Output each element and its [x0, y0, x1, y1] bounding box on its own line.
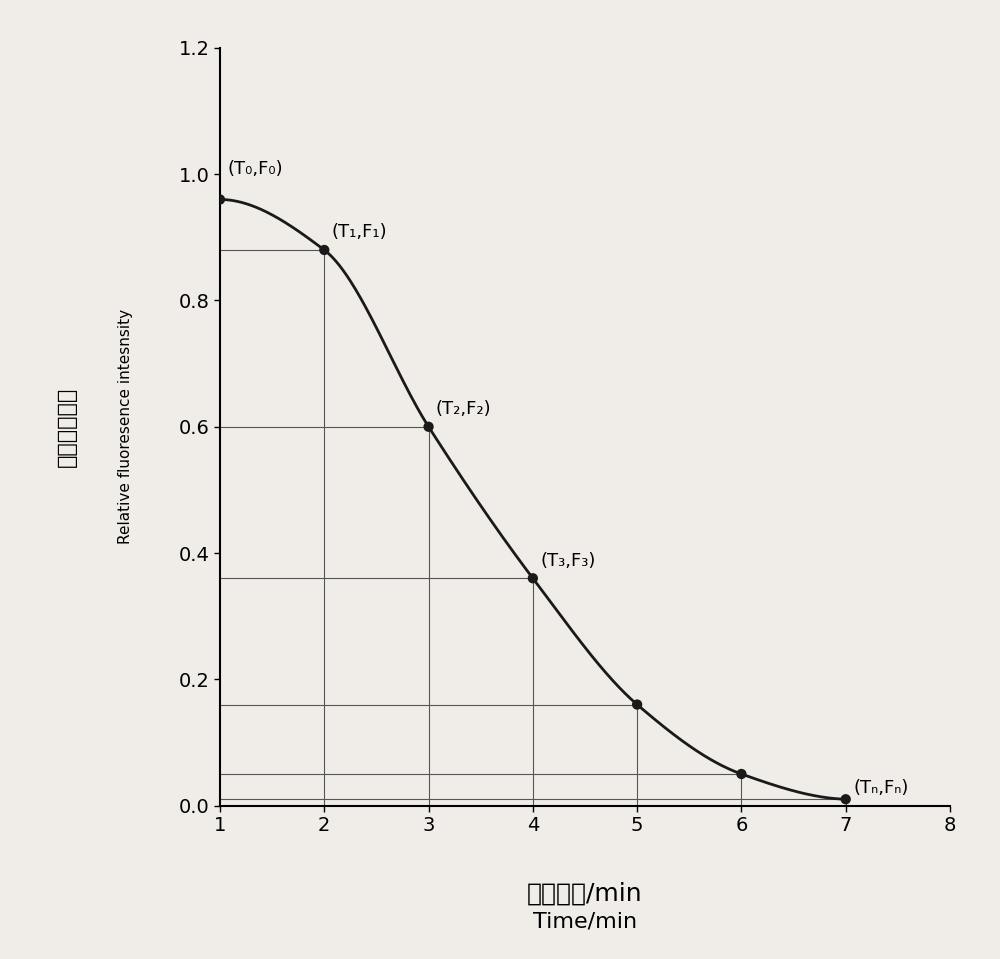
Text: (T₃,F₃): (T₃,F₃) — [540, 551, 596, 570]
Text: (Tₙ,Fₙ): (Tₙ,Fₙ) — [853, 779, 908, 797]
Text: 相对荧光强度: 相对荧光强度 — [57, 386, 77, 467]
Point — [212, 192, 228, 207]
Point — [525, 571, 541, 586]
Point — [838, 791, 854, 807]
Point — [316, 243, 332, 258]
Text: Time/min: Time/min — [533, 912, 637, 931]
Text: (T₀,F₀): (T₀,F₀) — [227, 160, 283, 178]
Text: (T₁,F₁): (T₁,F₁) — [332, 223, 387, 242]
Point — [733, 766, 749, 782]
Point — [421, 419, 437, 434]
Text: 反应时间/min: 反应时间/min — [527, 881, 643, 905]
Point — [629, 697, 645, 713]
Text: Relative fluoresence intesnsity: Relative fluoresence intesnsity — [118, 309, 133, 545]
Text: (T₂,F₂): (T₂,F₂) — [436, 400, 491, 418]
